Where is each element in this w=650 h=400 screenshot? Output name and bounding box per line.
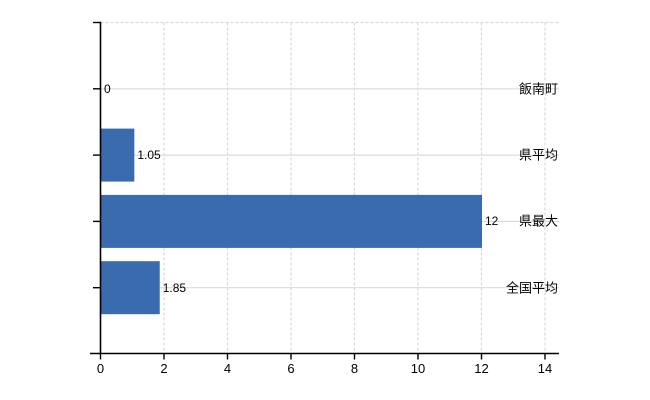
x-tick-label-6: 6	[287, 361, 295, 376]
value-label-row-3: 1.85	[162, 280, 187, 295]
value-label-row-1: 1.05	[137, 148, 161, 163]
x-tick-label-0: 0	[96, 361, 105, 376]
x-tick-label-12: 12	[474, 361, 489, 376]
x-tick-label-8: 8	[350, 361, 359, 376]
x-tick-label-2: 2	[160, 361, 168, 376]
category-label-row-0: 飯南町	[518, 81, 558, 97]
bar-row-3	[101, 261, 160, 315]
value-label-row-0: 0	[104, 81, 111, 96]
category-label-row-3: 全国平均	[505, 280, 558, 296]
category-label-row-1: 県平均	[518, 147, 558, 163]
x-tick-label-14: 14	[537, 361, 553, 376]
value-label-row-2: 12	[485, 214, 499, 229]
x-tick-label-10: 10	[410, 361, 426, 376]
x-tick-label-4: 4	[223, 361, 232, 376]
bar-row-2	[101, 194, 482, 248]
category-label-row-2: 県最大	[518, 213, 558, 229]
bar-row-1	[101, 128, 135, 182]
